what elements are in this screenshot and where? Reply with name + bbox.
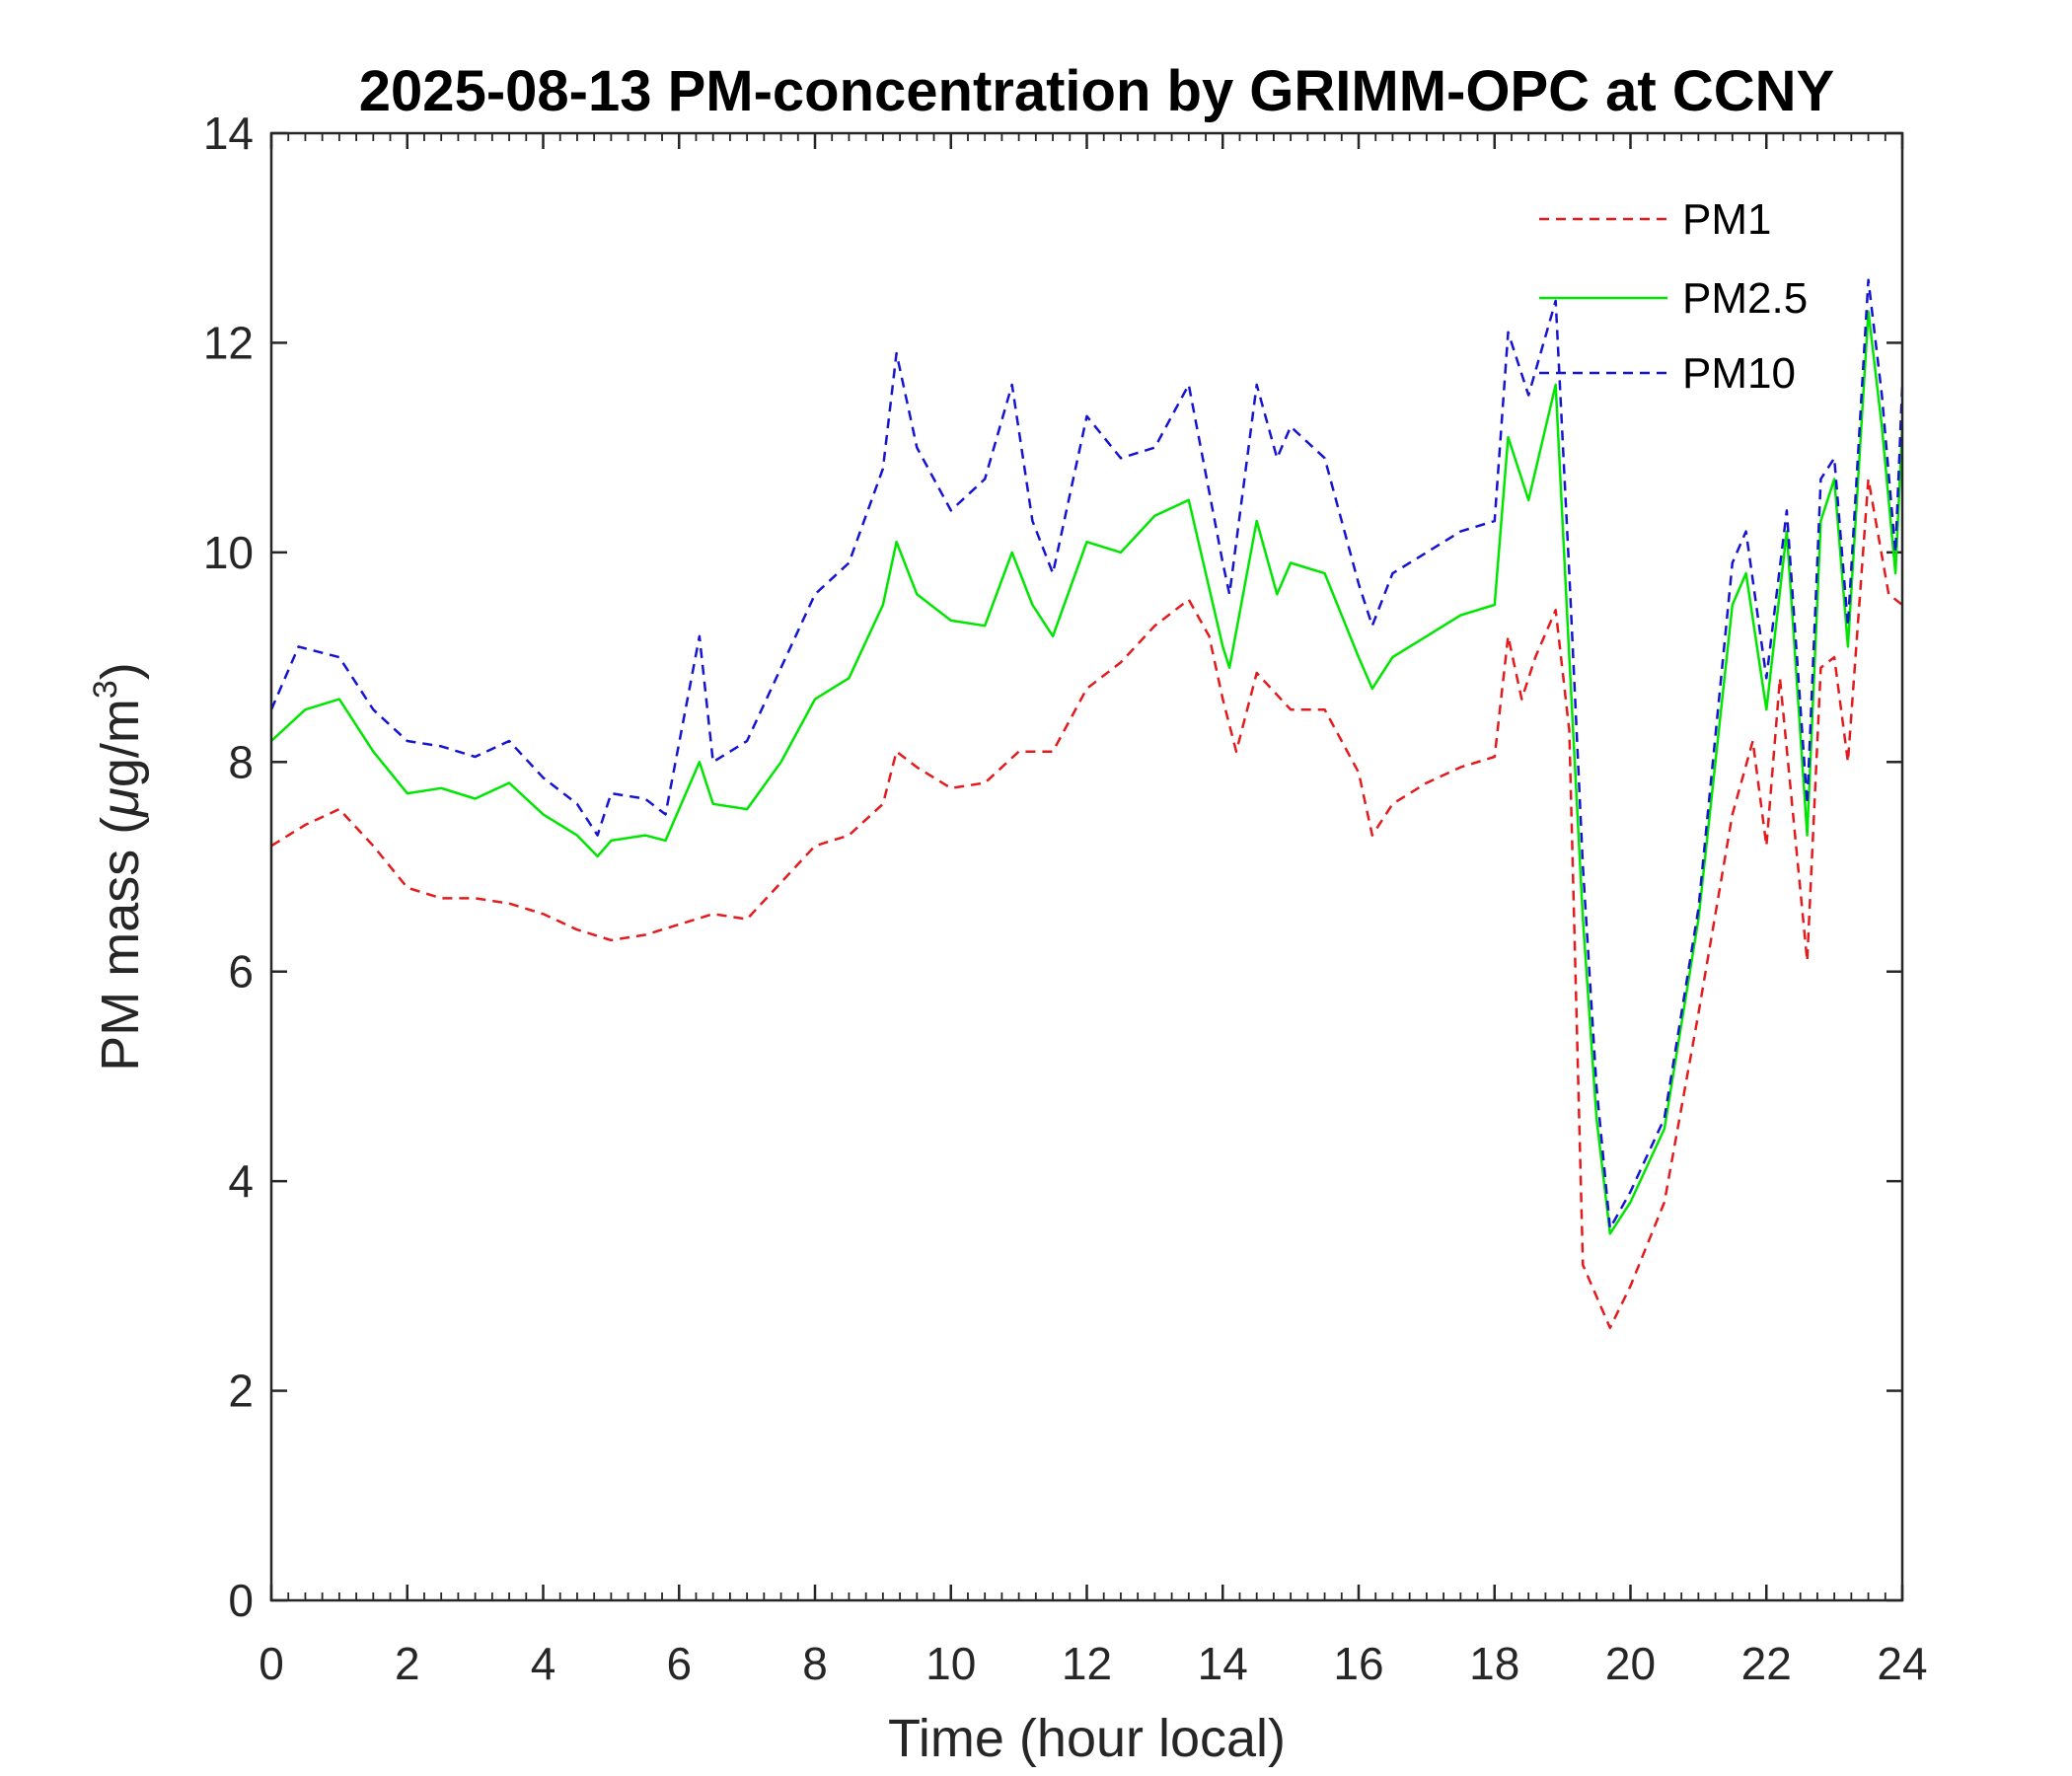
x-tick-label: 22 bbox=[1741, 1638, 1792, 1689]
x-tick-label: 18 bbox=[1469, 1638, 1519, 1689]
y-tick-label: 6 bbox=[228, 946, 254, 998]
x-tick-label: 20 bbox=[1605, 1638, 1656, 1689]
x-tick-label: 10 bbox=[925, 1638, 976, 1689]
x-tick-label: 14 bbox=[1198, 1638, 1248, 1689]
y-tick-label: 4 bbox=[228, 1155, 254, 1207]
chart-title: 2025-08-13 PM-concentration by GRIMM-OPC… bbox=[359, 59, 1834, 123]
y-axis-ticks: 0 2 4 6 8 10 12 14 bbox=[203, 108, 1902, 1626]
x-tick-label: 16 bbox=[1333, 1638, 1383, 1689]
series-line-pm2-5 bbox=[270, 310, 1904, 1235]
legend-label: PM2.5 bbox=[1682, 274, 1808, 323]
legend-label: PM1 bbox=[1682, 195, 1771, 244]
y-tick-label: 0 bbox=[228, 1575, 254, 1626]
plot-frame bbox=[269, 131, 1904, 1602]
y-axis-label-unit: g/m bbox=[91, 699, 150, 787]
y-tick-label: 14 bbox=[203, 108, 254, 159]
y-axis-label-close: ) bbox=[91, 662, 150, 680]
x-tick-label: 12 bbox=[1062, 1638, 1112, 1689]
x-tick-label: 6 bbox=[666, 1638, 692, 1689]
legend: PM1 PM2.5 PM10 bbox=[1539, 195, 1808, 398]
y-axis-label-superscript: 3 bbox=[87, 680, 124, 699]
y-tick-label: 10 bbox=[203, 527, 254, 578]
x-tick-label: 4 bbox=[531, 1638, 556, 1689]
y-tick-label: 12 bbox=[203, 317, 254, 368]
y-tick-label: 8 bbox=[228, 736, 254, 787]
series-line-pm10 bbox=[269, 278, 1904, 1230]
x-tick-label: 2 bbox=[395, 1638, 420, 1689]
y-axis-label-main: PM mass ( bbox=[91, 817, 150, 1072]
y-axis-label: PM mass (μg/m3) bbox=[87, 662, 150, 1072]
series-lines bbox=[269, 278, 1904, 1330]
x-tick-label: 0 bbox=[259, 1638, 284, 1689]
y-tick-label: 2 bbox=[228, 1366, 254, 1417]
x-tick-label: 24 bbox=[1877, 1638, 1927, 1689]
y-axis-label-mu: μ bbox=[91, 787, 150, 819]
x-axis-ticks: 0 2 4 6 8 10 12 14 16 18 20 22 24 bbox=[259, 133, 1928, 1689]
x-tick-label: 8 bbox=[802, 1638, 828, 1689]
x-axis-label: Time (hour local) bbox=[888, 1709, 1286, 1768]
legend-label: PM10 bbox=[1682, 349, 1796, 398]
series-line-pm1 bbox=[270, 478, 1903, 1330]
